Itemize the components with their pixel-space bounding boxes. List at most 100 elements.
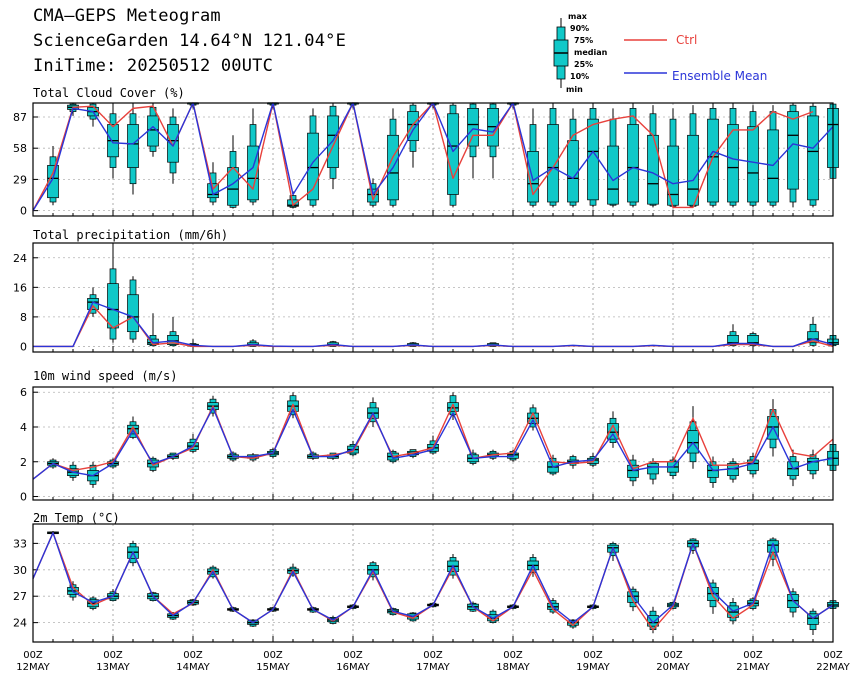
boxplot-iqr (207, 183, 219, 199)
boxplot-iqr (47, 165, 59, 199)
boxplot (707, 103, 719, 208)
panels: Total Cloud Cover (%) 0 29 58 87 Total precip… (13, 86, 839, 643)
boxplot (407, 103, 419, 168)
boxplot (527, 404, 539, 431)
boxplot-iqr (787, 111, 799, 190)
series-mean-wind (32, 407, 834, 480)
boxplot (807, 608, 819, 635)
key-median: median (574, 48, 608, 57)
x-label-hour: 00Z (503, 650, 523, 661)
y-tick-label: 33 (13, 537, 27, 550)
y-tick-label: 2 (20, 456, 27, 469)
boxplot (67, 461, 79, 481)
boxplot (667, 456, 679, 480)
boxplot (127, 103, 139, 195)
panel-frame (32, 386, 834, 501)
panel-precip: Total precipitation (mm/6h) 0 8 16 24 (13, 228, 839, 353)
y-tick-label: 4 (20, 421, 27, 434)
panel-title-cloud: Total Cloud Cover (%) (33, 86, 185, 100)
boxplots-cloud (47, 102, 839, 209)
y-tick-label: 29 (13, 173, 27, 186)
y-tick-label: 0 (20, 340, 27, 353)
legend: Ctrl Ensemble Mean (624, 33, 767, 83)
boxplot-iqr (807, 331, 819, 344)
x-label-hour: 00Z (423, 650, 443, 661)
key-min: min (566, 85, 583, 94)
boxplot-iqr (627, 124, 639, 203)
boxplot (467, 103, 479, 179)
boxplot-iqr (167, 124, 179, 163)
boxplot-iqr (307, 132, 319, 201)
y-tick-label: 24 (13, 617, 27, 630)
boxplot (107, 103, 119, 179)
boxplot-iqr (447, 402, 459, 412)
boxplot-iqr (807, 457, 819, 471)
x-label-hour: 00Z (23, 650, 43, 661)
boxplot-key: max 90% 75% median 25% 10% min (553, 12, 608, 94)
panel-title-wind: 10m wind speed (m/s) (33, 369, 178, 383)
boxplot (147, 313, 159, 347)
boxplot-iqr (807, 613, 819, 625)
x-label-date: 14MAY (176, 662, 210, 673)
boxplot (567, 108, 579, 208)
boxplot (127, 276, 139, 343)
y-tick-label: 16 (13, 281, 27, 294)
x-label-hour: 00Z (183, 650, 203, 661)
y-tick-label: 58 (13, 142, 27, 155)
boxplot-iqr (707, 118, 719, 203)
boxplot (567, 619, 579, 629)
boxplot (727, 103, 739, 208)
panel-frame (32, 523, 834, 643)
boxplot (307, 108, 319, 208)
panel-title-precip: Total precipitation (mm/6h) (33, 228, 228, 242)
boxplot (547, 103, 559, 208)
boxplot-iqr (447, 113, 459, 195)
boxplot (687, 406, 699, 469)
boxplot-iqr (167, 335, 179, 345)
key-p75: 75% (574, 36, 593, 45)
boxplot (47, 146, 59, 206)
x-label-date: 22MAY (816, 662, 850, 673)
x-label-hour: 00Z (343, 650, 363, 661)
boxplot (767, 105, 779, 208)
boxplot-iqr (647, 134, 659, 205)
y-tick-label: 0 (20, 205, 27, 218)
series-mean-precip (33, 301, 834, 348)
boxplot-iqr (587, 118, 599, 201)
key-p25: 25% (574, 60, 593, 69)
boxplot-iqr (627, 464, 639, 478)
boxplots-temp (47, 531, 839, 635)
x-axis-labels: 00Z12MAY00Z13MAY00Z14MAY00Z15MAY00Z16MAY… (16, 650, 850, 673)
boxplot-iqr (687, 134, 699, 206)
x-label-hour: 00Z (583, 650, 603, 661)
y-tick-label: 87 (13, 111, 27, 124)
x-label-hour: 00Z (743, 650, 763, 661)
x-label-date: 17MAY (416, 662, 450, 673)
boxplot (447, 103, 459, 208)
boxplot-iqr (567, 140, 579, 203)
x-label-date: 13MAY (96, 662, 130, 673)
boxplot (707, 456, 719, 488)
key-p10: 10% (570, 72, 589, 81)
boxplot-iqr (247, 145, 259, 201)
panel-title-temp: 2m Temp (°C) (33, 511, 120, 525)
y-tick-label: 6 (20, 386, 27, 399)
boxplot (207, 162, 219, 206)
boxplot (587, 103, 599, 208)
boxplot-iqr (467, 108, 479, 147)
boxplot-iqr (727, 124, 739, 203)
boxplot (687, 105, 699, 208)
boxplot-iqr (647, 463, 659, 475)
x-label-hour: 00Z (263, 650, 283, 661)
panel-frame (32, 102, 834, 217)
x-label-date: 12MAY (16, 662, 50, 673)
panel-wind: 10m wind speed (m/s) 0 2 4 6 (20, 369, 839, 504)
grid-temp (33, 524, 833, 642)
panel-temp: 2m Temp (°C) 24 27 30 33 (13, 511, 839, 643)
x-label-date: 21MAY (736, 662, 770, 673)
x-label-date: 20MAY (656, 662, 690, 673)
boxplot-iqr (367, 188, 379, 203)
x-label-date: 16MAY (336, 662, 370, 673)
boxplot (607, 108, 619, 208)
